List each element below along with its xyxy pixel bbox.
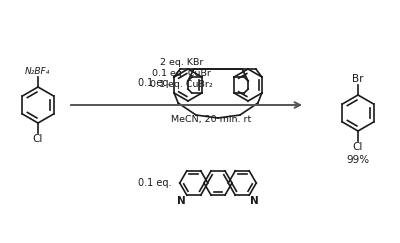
Text: Cl: Cl [33, 134, 43, 144]
Text: N₂BF₄: N₂BF₄ [24, 67, 50, 76]
Text: N: N [177, 196, 186, 206]
Text: 0.1 eq. CuBr₂: 0.1 eq. CuBr₂ [150, 80, 213, 89]
Text: Br: Br [352, 74, 364, 84]
Text: 0.1 eq.: 0.1 eq. [138, 178, 172, 188]
Text: N: N [250, 196, 259, 206]
Text: MeCN, 20 min. rt: MeCN, 20 min. rt [171, 115, 252, 124]
Text: 99%: 99% [346, 155, 370, 165]
Text: 0.1 eq.: 0.1 eq. [138, 78, 172, 88]
Text: 0.1 eq. CuBr: 0.1 eq. CuBr [152, 69, 211, 78]
Text: Cl: Cl [353, 142, 363, 152]
Text: 2 eq. KBr: 2 eq. KBr [160, 58, 203, 67]
